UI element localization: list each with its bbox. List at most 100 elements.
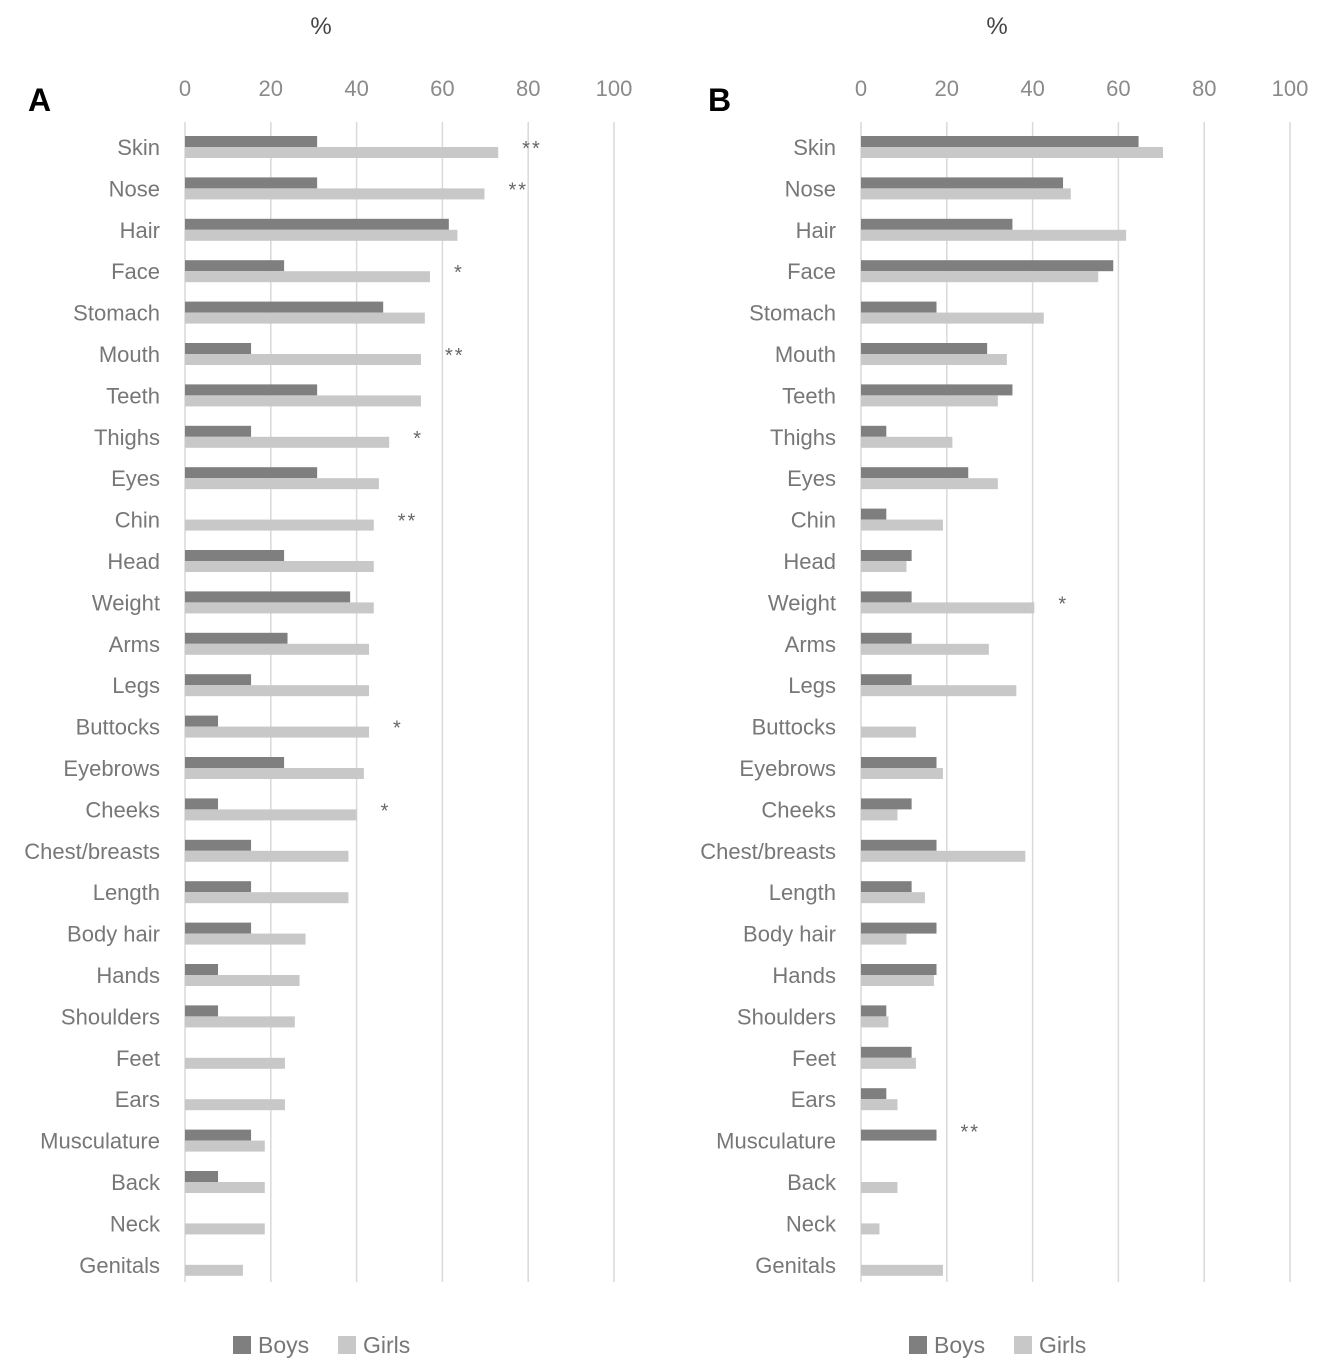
bar-girls [861,436,953,448]
bar-girls [185,229,458,241]
bar-boys [861,384,1013,396]
bar-girls [185,519,374,531]
x-tick-label: 60 [430,76,454,101]
bar-boys [185,467,318,479]
category-label: Face [111,259,160,284]
bar-boys [185,1171,219,1182]
x-tick-label: 0 [179,76,191,101]
bar-girls [861,726,916,738]
bar-girls [861,1016,889,1028]
panel-letter: B [708,82,731,118]
bar-girls [185,892,349,904]
legend-label-girls: Girls [1039,1332,1086,1358]
bar-girls [185,312,425,324]
x-tick-label: 20 [259,76,283,101]
significance-marker: * [381,800,391,822]
bar-boys [861,550,912,561]
category-label: Stomach [73,301,160,326]
bar-girls [861,271,1099,283]
bar-girls [185,1016,295,1028]
category-label: Nose [109,176,160,201]
bar-boys [861,798,912,810]
bar-girls [185,685,370,697]
bar-girls [861,809,898,821]
bar-girls [861,1264,943,1276]
bar-boys [185,674,252,686]
category-label: Teeth [106,383,160,408]
bar-boys [185,301,384,313]
bar-girls [185,1223,265,1235]
bar-boys [861,1046,912,1058]
bar-boys [861,425,887,437]
significance-marker: ** [522,138,542,160]
category-label: Body hair [67,922,160,947]
bar-girls [861,768,943,779]
axis-unit-label: % [986,13,1007,40]
bar-boys [185,384,318,396]
x-tick-label: 20 [935,76,959,101]
category-label: Body hair [743,922,836,947]
category-label: Hair [796,218,836,243]
bar-boys [185,177,318,189]
bar-girls [185,478,379,490]
bar-girls [185,1099,285,1111]
bar-boys [185,881,252,893]
category-label: Length [93,880,160,905]
bar-girls [185,354,421,365]
category-label: Shoulders [61,1004,160,1029]
category-label: Eyebrows [63,756,160,781]
significance-marker: ** [508,179,528,201]
category-label: Mouth [775,342,836,367]
category-label: Stomach [749,301,836,326]
significance-marker: * [1058,593,1068,615]
x-tick-label: 100 [596,76,633,101]
bar-girls [185,1057,285,1069]
category-label: Chin [115,508,160,533]
bar-girls [861,975,934,986]
bar-girls [861,1223,880,1235]
legend-label-boys: Boys [258,1332,309,1358]
significance-marker: ** [445,345,465,367]
bar-girls [861,850,1026,862]
category-label: Head [107,549,160,574]
bar-girls [185,188,485,200]
bar-girls [185,850,349,862]
category-label: Weight [92,590,160,615]
bar-girls [861,312,1044,324]
panel-b: % B 0 20 40 60 80 100 Skin Nose Hair Face Stomach Mou… [700,13,1308,1358]
category-label: Legs [788,673,836,698]
bar-boys [861,508,887,520]
bar-girls [185,1182,265,1193]
bar-boys [861,1129,937,1141]
category-label: Thighs [94,425,160,450]
category-label: Musculature [716,1129,836,1154]
bar-girls [185,602,374,614]
category-label: Eyebrows [739,756,836,781]
x-tick-label: 0 [855,76,867,101]
category-label: Nose [785,176,836,201]
legend-label-girls: Girls [363,1332,410,1358]
bar-girls [185,1140,265,1152]
bar-girls [185,809,357,821]
legend-swatch-boys [909,1336,927,1354]
bar-boys [185,218,449,230]
bar-girls [185,561,374,572]
bar-boys [185,343,252,354]
axis-unit-label: % [310,13,331,40]
legend-swatch-girls [338,1336,356,1354]
bar-boys [861,839,937,851]
bar-girls [185,1264,243,1276]
category-label: Chin [791,508,836,533]
category-label: Face [787,259,836,284]
x-tick-label: 40 [1020,76,1044,101]
category-label: Neck [786,1211,837,1236]
bar-boys [185,964,219,975]
category-label: Shoulders [737,1004,836,1029]
category-label: Neck [110,1211,161,1236]
bar-boys [861,674,912,686]
bar-boys [861,591,912,603]
bar-boys [861,964,937,975]
category-label: Buttocks [76,715,160,740]
